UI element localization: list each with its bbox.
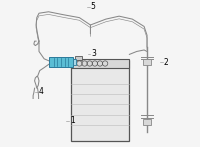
Bar xyxy=(143,119,151,125)
Bar xyxy=(73,59,76,65)
Text: 5: 5 xyxy=(90,2,95,11)
Text: 3: 3 xyxy=(91,49,96,58)
Bar xyxy=(71,60,129,141)
Text: 2: 2 xyxy=(164,58,169,67)
Text: 1: 1 xyxy=(70,116,75,125)
Bar xyxy=(71,59,129,68)
Bar xyxy=(75,56,82,60)
Bar xyxy=(143,59,151,65)
Bar xyxy=(49,57,73,67)
Text: 4: 4 xyxy=(39,87,44,96)
